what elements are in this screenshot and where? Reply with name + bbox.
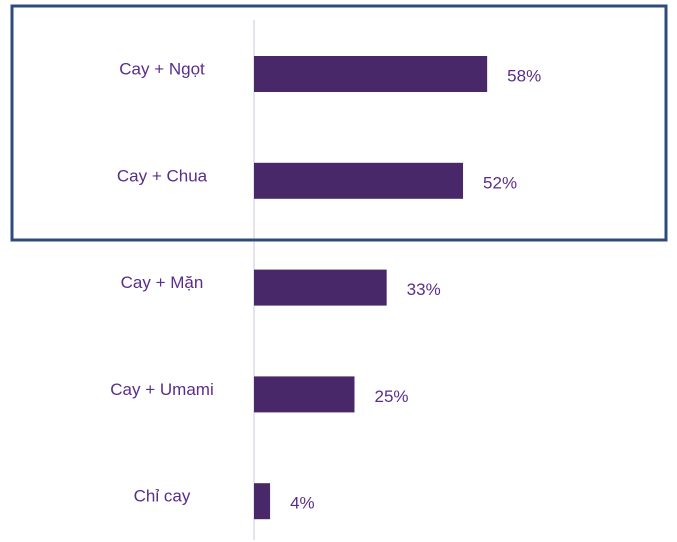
value-label: 25%	[375, 387, 409, 406]
category-label: Cay + Umami	[110, 380, 213, 399]
highlight-box	[10, 4, 668, 242]
bar	[254, 376, 355, 413]
category-label: Cay + Mặn	[121, 273, 204, 292]
category-label: Cay + Ngọt	[119, 59, 205, 78]
value-label: 58%	[507, 66, 541, 85]
category-label: Cay + Chua	[117, 166, 208, 185]
bar	[254, 162, 464, 199]
category-label: Chỉ cay	[134, 487, 191, 506]
value-label: 4%	[290, 494, 315, 513]
value-label: 52%	[483, 173, 517, 192]
bar	[254, 269, 387, 306]
bar	[254, 483, 271, 520]
value-label: 33%	[407, 280, 441, 299]
bar	[254, 56, 488, 92]
